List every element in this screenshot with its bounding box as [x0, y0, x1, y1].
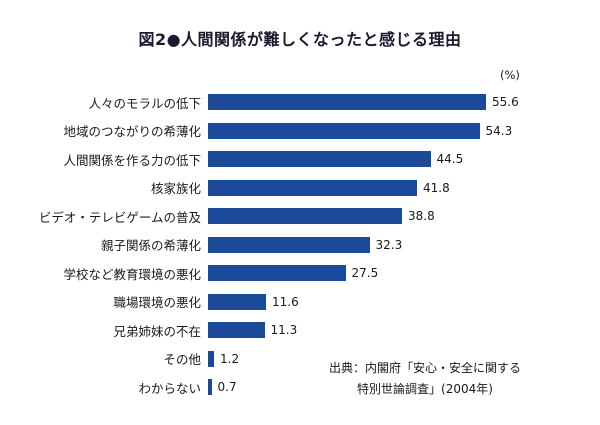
- category-label: 親子関係の希薄化: [100, 238, 201, 254]
- bar: [208, 151, 431, 168]
- category-label: 地域のつながりの希薄化: [63, 124, 201, 140]
- value-label: 27.5: [351, 266, 379, 281]
- bar-row: 人々のモラルの低下 55.6: [0, 88, 600, 117]
- bar-rows: 人々のモラルの低下 55.6 地域のつながりの希薄化 54.3 人間関係を作る力…: [0, 88, 600, 402]
- bar-row: ビデオ・テレビゲームの普及 38.8: [0, 202, 600, 231]
- value-label: 11.6: [272, 294, 299, 309]
- bar: [208, 94, 486, 111]
- value-label: 38.8: [408, 209, 435, 224]
- bar: [208, 322, 265, 339]
- value-label: 1.2: [220, 351, 240, 366]
- source-note: 出典：内閣府「安心・安全に関する 特別世論調査」(2004年): [310, 358, 540, 400]
- bar-track: 0.7: [208, 379, 600, 396]
- category-label: その他: [163, 352, 201, 368]
- bar: [208, 379, 212, 396]
- bar: [208, 179, 417, 196]
- bar-track: 27.5: [208, 265, 600, 282]
- bar: [208, 350, 214, 367]
- bar-track: 55.6: [208, 94, 600, 111]
- bar-row: 核家族化 41.8: [0, 174, 600, 203]
- bar: [208, 293, 266, 310]
- category-label: 人々のモラルの低下: [88, 95, 201, 111]
- bar-row: 親子関係の希薄化 32.3: [0, 231, 600, 260]
- bar-track: 41.8: [208, 179, 600, 196]
- value-label: 32.3: [375, 237, 403, 252]
- bar-row: わからない 0.7: [0, 373, 600, 402]
- bar: [208, 208, 402, 225]
- bar-track: 44.5: [208, 151, 600, 168]
- bar-row: その他 1.2: [0, 345, 600, 374]
- category-label: 職場環境の悪化: [113, 295, 201, 311]
- bar-track: 11.6: [208, 293, 600, 310]
- bar-track: 54.3: [208, 122, 600, 139]
- bar: [208, 265, 346, 282]
- value-label: 0.7: [217, 380, 237, 395]
- bar-track: 1.2: [208, 350, 600, 367]
- bar-track: 38.8: [208, 208, 600, 225]
- category-label: 学校など教育環境の悪化: [63, 266, 201, 282]
- chart-title: 図2●人間関係が難しくなったと感じる理由: [138, 30, 462, 49]
- bar-row: 人間関係を作る力の低下 44.5: [0, 145, 600, 174]
- value-label: 55.6: [492, 95, 519, 110]
- bar: [208, 122, 480, 139]
- value-label: 44.5: [436, 152, 464, 167]
- value-label: 11.3: [270, 323, 298, 338]
- category-label: ビデオ・テレビゲームの普及: [38, 209, 201, 225]
- bar: [208, 236, 370, 253]
- bar-row: 地域のつながりの希薄化 54.3: [0, 117, 600, 146]
- category-label: 核家族化: [150, 181, 201, 197]
- category-label: 人間関係を作る力の低下: [63, 152, 201, 168]
- bar-track: 11.3: [208, 322, 600, 339]
- bar-row: 兄弟姉妹の不在 11.3: [0, 316, 600, 345]
- source-line-1: 出典：内閣府「安心・安全に関する: [328, 361, 521, 375]
- bar-row: 職場環境の悪化 11.6: [0, 288, 600, 317]
- unit-label: (%): [500, 68, 520, 82]
- bar-row: 学校など教育環境の悪化 27.5: [0, 259, 600, 288]
- bar-track: 32.3: [208, 236, 600, 253]
- value-label: 54.3: [485, 123, 513, 138]
- category-label: 兄弟姉妹の不在: [113, 323, 201, 339]
- value-label: 41.8: [423, 180, 450, 195]
- category-label: わからない: [138, 380, 201, 396]
- source-line-2: 特別世論調査」(2004年): [357, 382, 493, 396]
